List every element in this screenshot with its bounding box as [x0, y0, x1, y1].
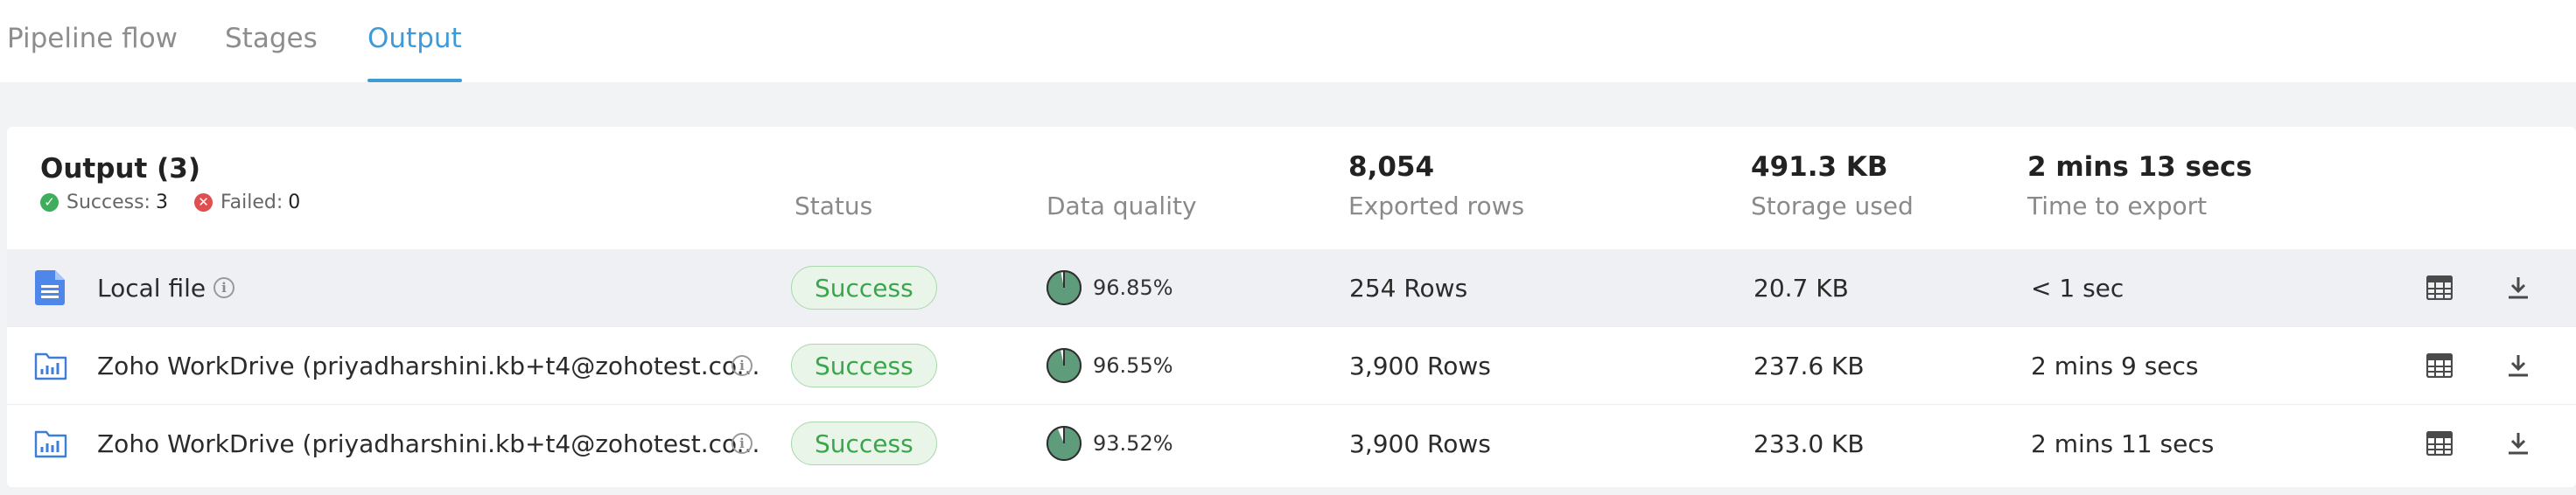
exported-rows: 3,900 Rows — [1349, 429, 1491, 458]
storage-used: 233.0 KB — [1754, 429, 1865, 458]
exported-rows: 3,900 Rows — [1349, 351, 1491, 380]
workdrive-icon — [34, 405, 67, 482]
success-count: 3 — [155, 192, 168, 213]
data-quality: 96.55% — [1046, 327, 1173, 404]
data-quality-header: Data quality — [1046, 192, 1197, 220]
failed-count: 0 — [288, 192, 301, 213]
status-header: Status — [794, 192, 873, 220]
document-icon — [35, 249, 65, 326]
output-row[interactable]: Zoho WorkDrive (priyadharshini.kb+t4@zoh… — [7, 327, 2576, 405]
storage-used: 20.7 KB — [1754, 273, 1849, 303]
download-icon[interactable] — [2507, 405, 2530, 482]
storage-used-label: Storage used — [1751, 192, 1914, 220]
time-to-export-value: 2 mins 13 secs — [2027, 151, 2252, 183]
info-icon[interactable]: i — [732, 405, 752, 482]
failed-x-icon: ✕ — [193, 193, 213, 212]
view-table-icon[interactable] — [2426, 327, 2453, 404]
tab-stages[interactable]: Stages — [225, 23, 318, 54]
time-to-export-label: Time to export — [2027, 192, 2208, 220]
download-icon[interactable] — [2507, 249, 2530, 326]
time-to-export: 2 mins 9 secs — [2031, 351, 2199, 380]
output-row[interactable]: Zoho WorkDrive (priyadharshini.kb+t4@zoh… — [7, 405, 2576, 483]
data-quality-percent: 93.52% — [1093, 431, 1173, 456]
output-counts: ✓ Success: 3 ✕ Failed: 0 — [40, 192, 300, 213]
view-table-icon[interactable] — [2426, 405, 2453, 482]
status-badge: Success — [791, 327, 937, 404]
data-quality-percent: 96.85% — [1093, 275, 1173, 300]
data-quality-percent: 96.55% — [1093, 353, 1173, 378]
time-to-export: 2 mins 11 secs — [2031, 429, 2215, 458]
info-icon[interactable]: i — [214, 249, 234, 326]
output-panel: Output (3) ✓ Success: 3 ✕ Failed: 0 Stat… — [7, 127, 2576, 487]
success-check-icon: ✓ — [40, 193, 59, 212]
data-quality-pie-icon — [1046, 270, 1082, 305]
view-table-icon[interactable] — [2426, 249, 2453, 326]
tab-bar: Pipeline flow Stages Output — [0, 0, 2576, 82]
data-quality-pie-icon — [1046, 426, 1082, 461]
data-quality-pie-icon — [1046, 348, 1082, 383]
tab-pipeline-flow[interactable]: Pipeline flow — [7, 23, 178, 54]
output-title: Output (3) — [40, 153, 201, 185]
output-row[interactable]: Local file i Success 96.85% 254 Rows 20.… — [7, 249, 2576, 327]
failed-label: Failed: — [220, 192, 284, 213]
status-badge: Success — [791, 249, 937, 326]
time-to-export: < 1 sec — [2031, 273, 2124, 303]
data-quality: 93.52% — [1046, 405, 1173, 482]
storage-used-value: 491.3 KB — [1751, 151, 1888, 183]
status-badge: Success — [791, 405, 937, 482]
output-name: Local file — [97, 273, 206, 303]
exported-rows: 254 Rows — [1349, 273, 1468, 303]
tab-output[interactable]: Output — [368, 23, 462, 82]
output-name: Zoho WorkDrive (priyadharshini.kb+t4@zoh… — [97, 351, 760, 380]
exported-rows-value: 8,054 — [1348, 151, 1435, 183]
exported-rows-label: Exported rows — [1348, 192, 1525, 220]
data-quality: 96.85% — [1046, 249, 1173, 326]
info-icon[interactable]: i — [732, 327, 752, 404]
success-label: Success: — [66, 192, 150, 213]
storage-used: 237.6 KB — [1754, 351, 1865, 380]
output-name: Zoho WorkDrive (priyadharshini.kb+t4@zoh… — [97, 429, 760, 458]
download-icon[interactable] — [2507, 327, 2530, 404]
workdrive-icon — [34, 327, 67, 404]
